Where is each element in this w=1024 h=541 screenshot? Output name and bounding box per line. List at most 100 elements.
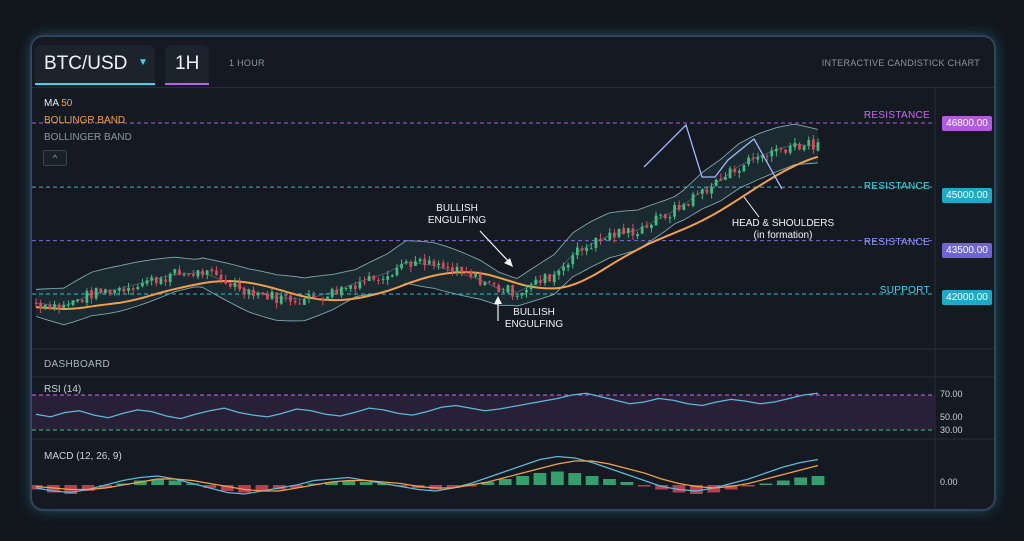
candle-body <box>784 149 787 153</box>
candle-body <box>788 146 792 153</box>
macd-hist-bar <box>464 485 477 487</box>
candle-body <box>80 299 84 302</box>
candle-body <box>367 276 371 281</box>
arrow-line <box>743 196 760 218</box>
candle-body <box>687 204 690 206</box>
annotation-head-shoulders: HEAD & SHOULDERS (in formation) <box>731 218 835 241</box>
bollinger-indicator-1[interactable]: BOLLINGR BAND <box>44 115 126 126</box>
candle-body <box>224 280 228 284</box>
candle-body <box>377 280 380 282</box>
candle-body <box>252 289 255 297</box>
macd-hist-bar <box>307 483 321 485</box>
candle-body <box>733 168 737 173</box>
macd-hist-bar <box>325 482 338 485</box>
timeframe-button[interactable]: 1H <box>165 45 209 85</box>
candle-body <box>390 275 394 277</box>
candle-body <box>663 214 667 219</box>
candle-body <box>747 157 750 165</box>
candle-body <box>335 289 339 295</box>
candle-body <box>238 282 241 290</box>
candle-body <box>363 281 366 283</box>
candle-body <box>386 276 390 280</box>
candle-body <box>793 143 797 148</box>
symbol-selector[interactable]: BTC/USD ▼ <box>35 45 155 85</box>
candle-body <box>215 270 218 276</box>
candle-body <box>802 145 806 150</box>
candle-body <box>242 288 246 295</box>
timeframe-label: 1H <box>175 53 200 74</box>
ma-line <box>35 155 819 310</box>
candle-body <box>154 277 158 284</box>
candle-body <box>145 280 149 284</box>
candle-body <box>455 266 459 273</box>
candle-body <box>131 288 135 290</box>
candle-body <box>159 278 163 284</box>
collapse-button[interactable]: ^ <box>43 150 67 166</box>
ma-indicator[interactable]: MA 50 <box>44 98 72 109</box>
price-tag-46800: 46800.00 <box>942 116 992 131</box>
candle-body <box>645 225 649 228</box>
candle-body <box>529 284 533 290</box>
candle-body <box>640 226 644 234</box>
candle-body <box>418 259 422 262</box>
macd-hist-bar <box>689 485 703 494</box>
candle-body <box>307 294 311 299</box>
candle-body <box>90 290 93 299</box>
candle-body <box>275 292 278 303</box>
candle-body <box>451 267 454 272</box>
candle-body <box>469 271 473 277</box>
candle-body <box>613 232 616 238</box>
macd-line-1 <box>35 460 819 492</box>
level-label-support: SUPPORT <box>879 285 930 296</box>
annotation-bullish-engulfing-1: BULLISH ENGULFING <box>427 203 487 226</box>
chart-canvas[interactable] <box>32 37 994 509</box>
level-label-resistance-1: RESISTANCE <box>863 110 930 121</box>
candle-body <box>150 277 154 281</box>
ma-label: MA <box>44 98 59 109</box>
candle-body <box>506 285 510 293</box>
macd-line-0 <box>35 455 819 495</box>
macd-hist-bar <box>516 476 529 485</box>
candle-body <box>187 273 191 275</box>
bollinger-indicator-2[interactable]: BOLLINGER BAND <box>44 132 132 143</box>
candle-body <box>816 142 820 151</box>
candle-body <box>497 285 501 293</box>
candle-body <box>622 228 626 234</box>
candle-body <box>57 304 61 309</box>
candle-body <box>117 288 121 291</box>
candle-body <box>293 300 297 303</box>
candle-body <box>182 274 186 276</box>
macd-hist-bar <box>47 485 60 493</box>
candle-body <box>127 287 130 291</box>
price-levels <box>32 122 935 295</box>
candle-body <box>534 279 538 285</box>
candle-body <box>636 234 639 237</box>
macd-hist-bar <box>655 485 668 490</box>
candle-body <box>562 266 565 271</box>
candle-body <box>765 155 769 157</box>
candle-body <box>196 270 200 277</box>
candle-body <box>571 255 575 265</box>
candle-body <box>256 293 260 296</box>
candle-body <box>205 270 209 275</box>
macd-hist-bar <box>255 485 269 491</box>
candle-body <box>798 143 801 150</box>
candle-body <box>474 273 477 277</box>
candle-body <box>654 215 658 226</box>
candle-body <box>136 286 140 289</box>
candle-body <box>395 267 399 276</box>
candle-body <box>599 238 602 240</box>
candle-body <box>108 289 112 295</box>
annotation-arrows <box>479 196 760 321</box>
candle-body <box>141 283 144 287</box>
candle-body <box>478 273 482 285</box>
head-shoulders-pattern <box>643 123 783 190</box>
candle-body <box>437 263 440 266</box>
macd-pane <box>32 455 825 495</box>
candle-body <box>113 290 117 294</box>
candle-body <box>353 285 357 289</box>
macd-hist-bar <box>620 482 634 485</box>
macd-hist-bar <box>186 483 199 485</box>
bollinger-middle <box>35 144 819 307</box>
macd-hist-bar <box>394 485 408 487</box>
